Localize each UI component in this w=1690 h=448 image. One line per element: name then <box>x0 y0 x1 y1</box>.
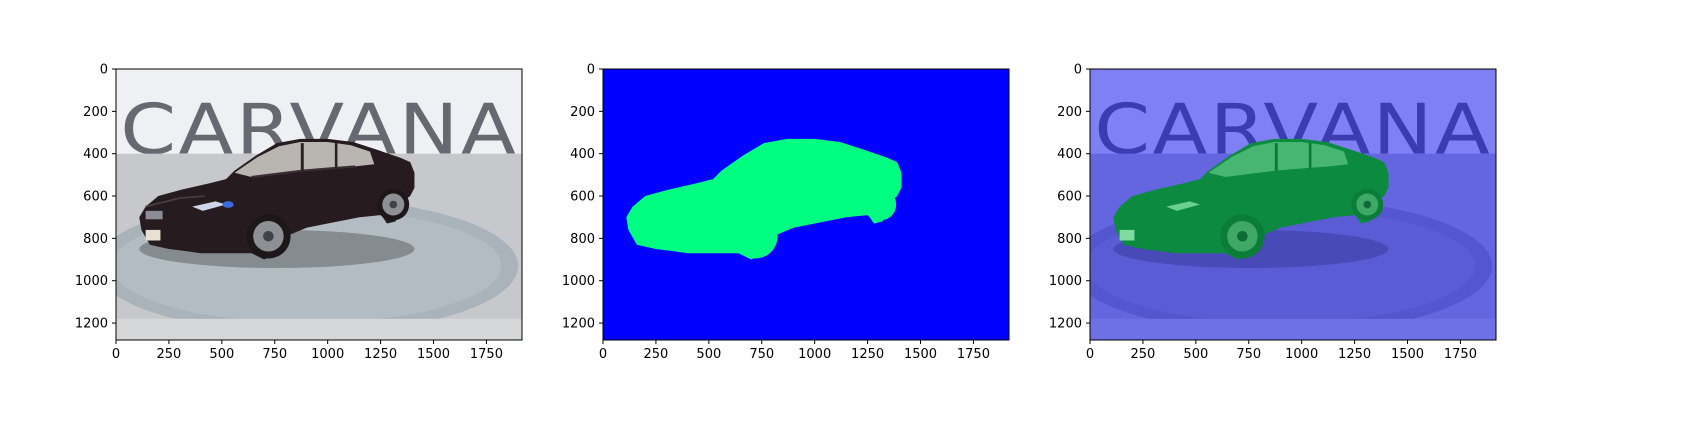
x-tick-label: 0 <box>599 347 607 362</box>
y-tick-label: 600 <box>83 190 108 205</box>
x-tick-label: 1250 <box>851 347 884 362</box>
mask-car <box>626 138 902 260</box>
y-tick-label: 1200 <box>75 317 108 332</box>
y-tick-label: 200 <box>83 105 108 120</box>
x-tick-label: 1750 <box>470 347 503 362</box>
x-tick-label: 1750 <box>957 347 990 362</box>
y-tick-label: 1000 <box>1049 274 1082 289</box>
y-tick-label: 1200 <box>562 317 595 332</box>
x-tick-label: 0 <box>112 347 120 362</box>
axes-frame-3 <box>1089 68 1497 341</box>
y-tick-label: 0 <box>1074 63 1082 78</box>
y-tick-label: 600 <box>1057 190 1082 205</box>
y-tick-label: 1000 <box>75 274 108 289</box>
x-tick-label: 1250 <box>364 347 397 362</box>
x-tick-label: 500 <box>696 347 721 362</box>
y-tick-label: 400 <box>1057 147 1082 162</box>
y-tick-label: 1000 <box>562 274 595 289</box>
axes-frame-2 <box>602 68 1010 341</box>
panel-mask-overlay: CARVANA <box>1049 63 1497 363</box>
x-tick-label: 750 <box>262 347 287 362</box>
x-tick-label: 500 <box>209 347 234 362</box>
x-tick-label: 1500 <box>417 347 450 362</box>
x-tick-label: 1500 <box>1391 347 1424 362</box>
x-tick-label: 1500 <box>904 347 937 362</box>
x-tick-label: 1000 <box>311 347 344 362</box>
y-tick-label: 0 <box>100 63 108 78</box>
y-tick-label: 200 <box>570 105 595 120</box>
x-tick-label: 750 <box>1236 347 1261 362</box>
y-tick-label: 1200 <box>1049 317 1082 332</box>
x-tick-label: 0 <box>1086 347 1094 362</box>
y-tick-label: 600 <box>570 190 595 205</box>
car <box>139 138 415 260</box>
x-tick-label: 750 <box>749 347 774 362</box>
x-tick-label: 1750 <box>1444 347 1477 362</box>
overlay-car <box>1113 138 1389 260</box>
x-tick-label: 250 <box>644 347 669 362</box>
y-tick-label: 800 <box>1057 232 1082 247</box>
axes-ticks-1: 0 250 500 750 1000 1250 1500 1750 0 200 400 600 800 1… <box>75 63 503 363</box>
y-tick-label: 800 <box>570 232 595 247</box>
x-tick-label: 1000 <box>1285 347 1318 362</box>
x-tick-label: 1000 <box>798 347 831 362</box>
y-tick-label: 400 <box>570 147 595 162</box>
panel-segmentation-mask: 0 250 500 750 1000 1250 1500 1750 0 200 400 600 800 1… <box>562 63 1010 363</box>
x-tick-label: 250 <box>157 347 182 362</box>
x-tick-label: 250 <box>1131 347 1156 362</box>
y-tick-label: 800 <box>83 232 108 247</box>
axes-ticks-3: 0 250 500 750 1000 1250 1500 1750 0 200 400 600 800 1… <box>1049 63 1477 363</box>
panel-original-photo: CARVANA <box>75 63 523 363</box>
y-tick-label: 0 <box>587 63 595 78</box>
axes-ticks-2: 0 250 500 750 1000 1250 1500 1750 0 200 400 600 800 1… <box>562 63 990 363</box>
y-tick-label: 200 <box>1057 105 1082 120</box>
y-tick-label: 400 <box>83 147 108 162</box>
x-tick-label: 500 <box>1183 347 1208 362</box>
axes-frame-1 <box>115 68 523 341</box>
x-tick-label: 1250 <box>1338 347 1371 362</box>
